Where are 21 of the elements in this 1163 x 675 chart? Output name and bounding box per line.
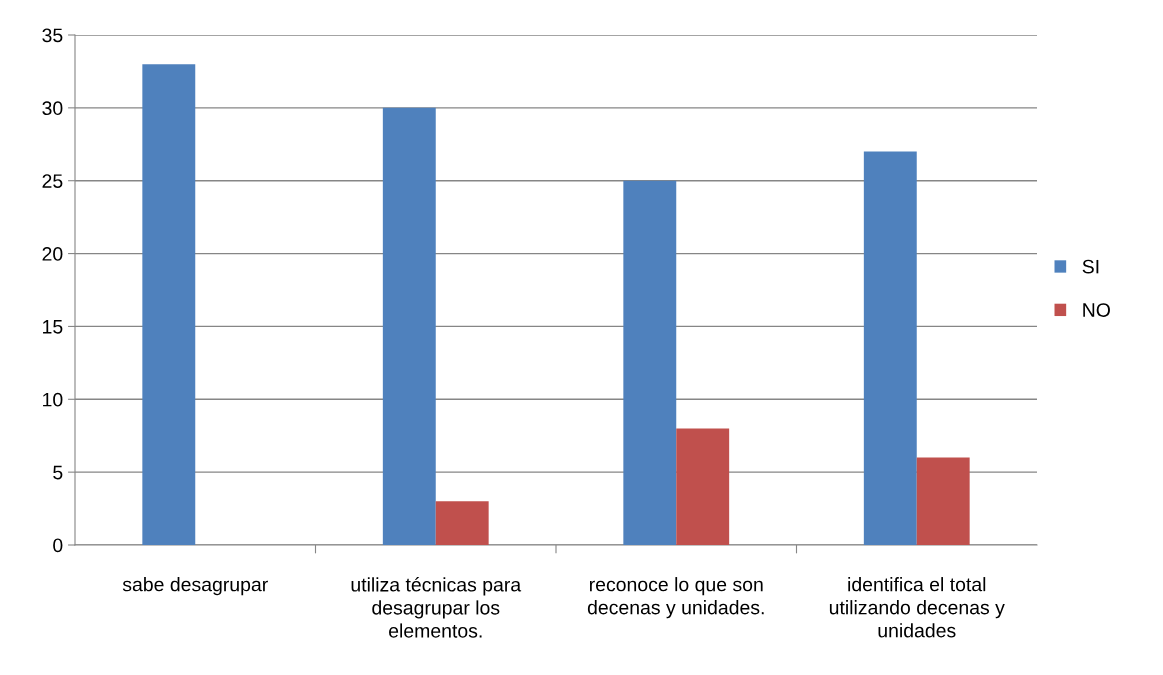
y-tick-label: 20 [42, 247, 63, 261]
y-tick-label: 5 [53, 465, 63, 480]
bar [916, 457, 970, 545]
x-tick-label: reconoce lo que son decenas y unidades. [587, 577, 764, 619]
y-tick-label: 35 [42, 28, 63, 43]
x-tick-label: utiliza técnicas para desagrupar los elementos. [351, 577, 522, 638]
bar [623, 180, 677, 545]
y-tick-label: 10 [43, 392, 63, 407]
legend-label: SI [1082, 259, 1099, 274]
x-tick-label: identifica el total utilizando decenas y unidades [829, 577, 1005, 638]
bar [863, 151, 917, 545]
bar [382, 107, 436, 545]
y-tick-label: 15 [43, 320, 63, 334]
bar [435, 501, 489, 545]
y-tick-label: 25 [42, 174, 63, 188]
bar [676, 428, 730, 545]
legend-label: NO [1083, 303, 1110, 317]
y-tick-label: 0 [53, 538, 63, 553]
y-tick-label: 30 [42, 101, 63, 116]
bar [142, 64, 196, 545]
x-tick-label: sabe desagrupar [122, 577, 268, 596]
